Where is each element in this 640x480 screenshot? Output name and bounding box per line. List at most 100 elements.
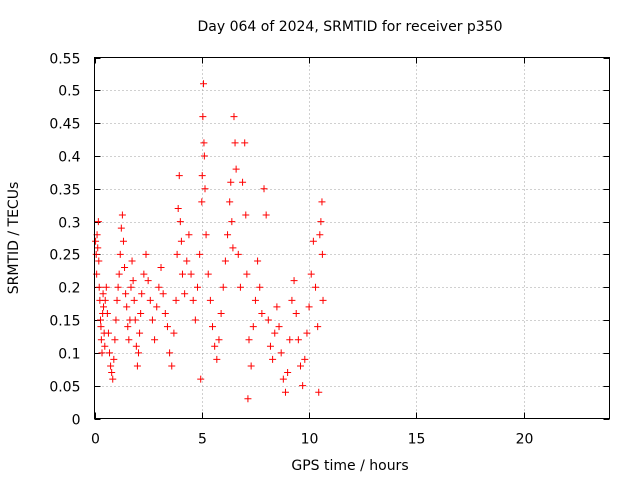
data-point xyxy=(191,316,199,324)
x-tick-label: 15 xyxy=(408,432,426,448)
data-point xyxy=(299,382,307,390)
data-point xyxy=(227,178,235,186)
data-point xyxy=(104,329,112,337)
data-point xyxy=(155,283,163,291)
data-point xyxy=(140,270,148,278)
data-point xyxy=(269,355,277,363)
data-point xyxy=(318,250,326,258)
data-point xyxy=(271,329,279,337)
data-point xyxy=(288,296,296,304)
y-tick-label: 0.55 xyxy=(49,52,80,68)
data-point xyxy=(130,296,138,304)
data-point xyxy=(98,349,106,357)
y-tick-label: 0.5 xyxy=(58,84,80,100)
grid-lines xyxy=(94,57,610,419)
data-point xyxy=(256,283,264,291)
data-point xyxy=(119,237,127,245)
data-point xyxy=(153,303,161,311)
data-point xyxy=(294,336,302,344)
x-tick-label: 20 xyxy=(516,432,534,448)
x-axis-title: GPS time / hours xyxy=(291,458,408,474)
data-point xyxy=(316,231,324,239)
data-point xyxy=(275,323,283,331)
data-point xyxy=(258,309,266,317)
data-point xyxy=(196,250,204,258)
data-point xyxy=(234,250,242,258)
data-point xyxy=(217,309,225,317)
x-tick-label: 0 xyxy=(91,432,100,448)
y-tick-label: 0.1 xyxy=(58,347,80,363)
data-point xyxy=(204,270,212,278)
y-tick-label: 0.2 xyxy=(58,281,80,297)
data-point xyxy=(134,349,142,357)
data-point xyxy=(228,218,236,226)
data-point xyxy=(251,296,259,304)
chart-title: Day 064 of 2024, SRMTID for receiver p35… xyxy=(197,19,502,35)
plot-frame xyxy=(94,57,610,419)
data-point xyxy=(113,296,121,304)
data-point xyxy=(317,218,325,226)
y-tick-label: 0.25 xyxy=(49,248,80,264)
data-point xyxy=(243,270,251,278)
data-point xyxy=(290,277,298,285)
data-point xyxy=(279,375,287,383)
x-axis: 0 5 10 15 20 xyxy=(91,57,534,448)
data-point xyxy=(201,185,209,193)
data-point xyxy=(239,178,247,186)
data-point xyxy=(174,204,182,212)
data-point xyxy=(99,290,107,298)
data-point xyxy=(319,296,327,304)
x-tick-label: 10 xyxy=(301,432,319,448)
data-point xyxy=(128,257,136,265)
data-point xyxy=(286,336,294,344)
data-point xyxy=(170,329,178,337)
data-point xyxy=(247,362,255,370)
data-point xyxy=(121,264,129,272)
data-point xyxy=(213,355,221,363)
data-point xyxy=(116,250,124,258)
data-point xyxy=(125,336,133,344)
data-point xyxy=(136,329,144,337)
data-point xyxy=(101,296,109,304)
data-point xyxy=(315,388,323,396)
data-point xyxy=(297,362,304,370)
data-point xyxy=(211,342,219,350)
data-point xyxy=(123,303,131,311)
data-point xyxy=(173,250,181,258)
data-point xyxy=(206,296,214,304)
data-point xyxy=(254,257,262,265)
data-point xyxy=(124,323,132,331)
data-point xyxy=(249,323,257,331)
data-point xyxy=(314,323,322,331)
data-point xyxy=(309,237,317,245)
data-point xyxy=(200,139,208,147)
data-point xyxy=(262,211,270,219)
data-point xyxy=(219,283,227,291)
data-point xyxy=(94,244,102,252)
data-points xyxy=(92,80,327,403)
y-tick-label: 0 xyxy=(72,413,81,429)
data-point xyxy=(133,362,141,370)
data-point xyxy=(92,250,100,258)
data-point xyxy=(115,270,123,278)
data-point xyxy=(97,336,105,344)
data-point xyxy=(109,375,117,383)
data-point xyxy=(129,277,137,285)
data-point xyxy=(144,277,152,285)
data-point xyxy=(142,250,150,258)
data-point xyxy=(181,290,189,298)
data-point xyxy=(97,323,105,331)
data-point xyxy=(236,283,244,291)
data-point xyxy=(215,336,223,344)
data-point xyxy=(132,342,140,350)
data-point xyxy=(307,270,315,278)
y-tick-label: 0.4 xyxy=(58,150,80,166)
data-point xyxy=(230,113,238,121)
data-point xyxy=(127,283,135,291)
data-point xyxy=(97,316,105,324)
data-point xyxy=(312,283,320,291)
data-point xyxy=(157,264,165,272)
data-point xyxy=(106,349,114,357)
y-tick-label: 0.3 xyxy=(58,216,80,232)
y-tick-label: 0.45 xyxy=(49,117,80,133)
